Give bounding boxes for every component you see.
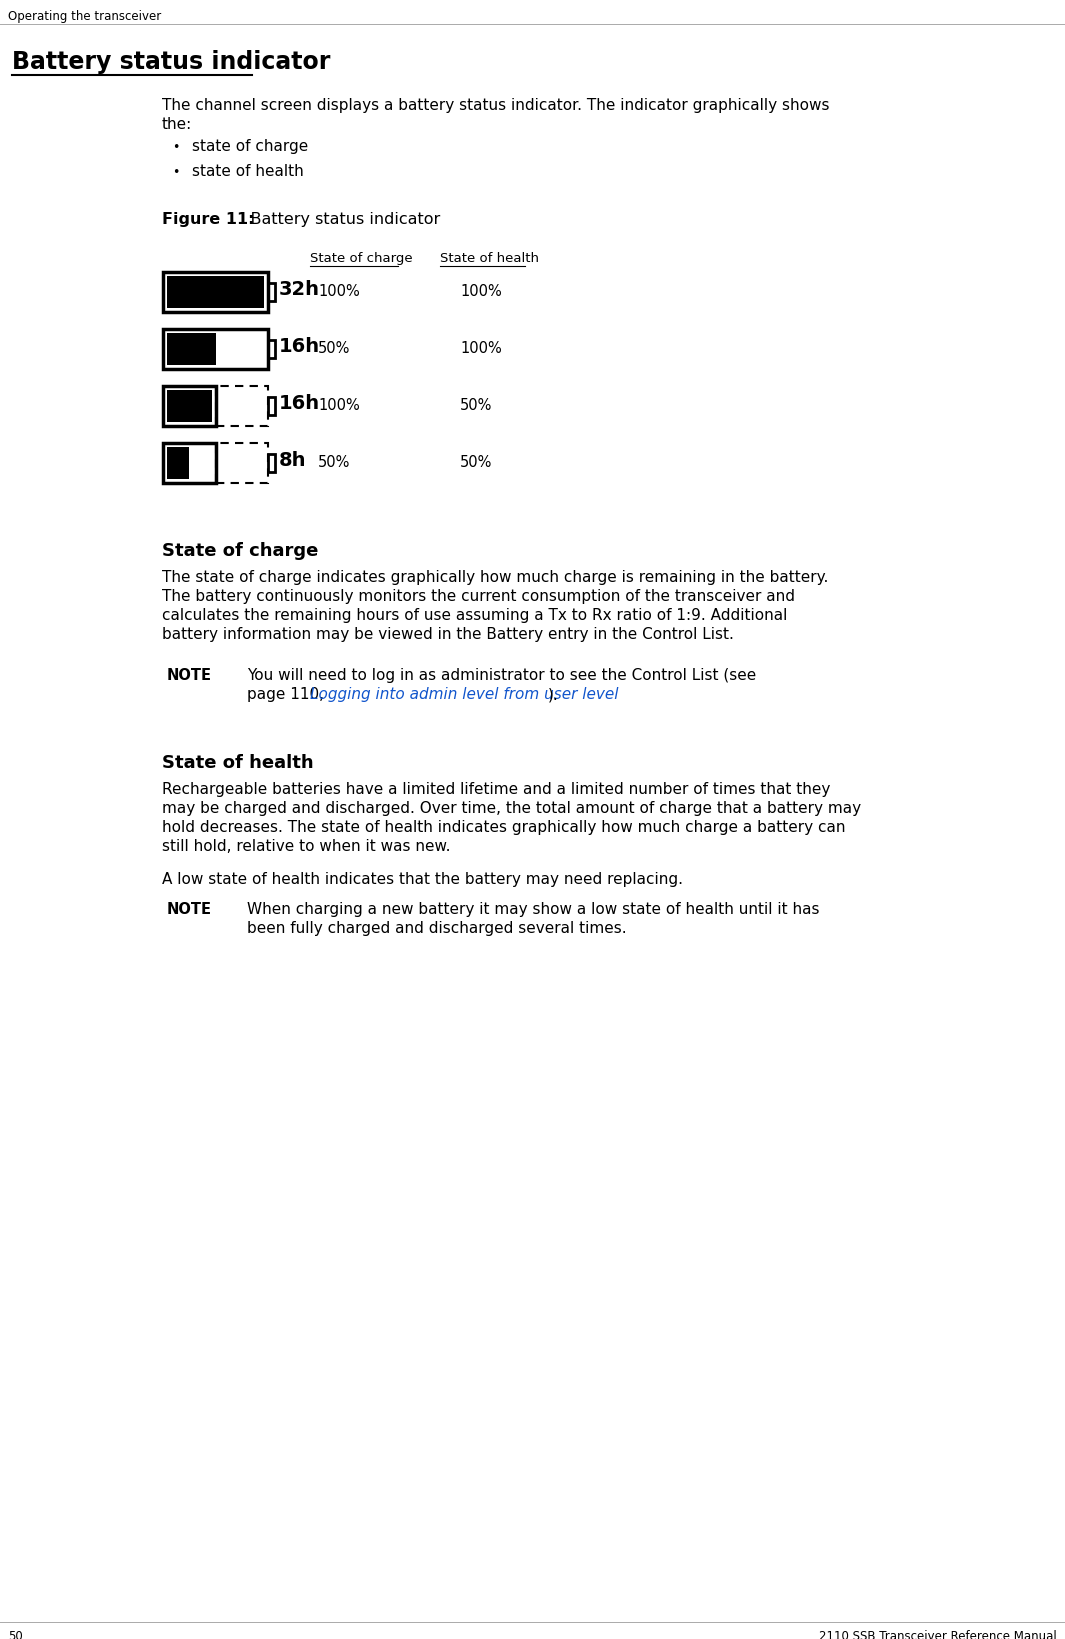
Text: 50%: 50%	[460, 456, 492, 470]
Bar	[215, 387, 268, 426]
Text: battery information may be viewed in the Battery entry in the Control List.: battery information may be viewed in the…	[162, 628, 734, 642]
Text: calculates the remaining hours of use assuming a Tx to Rx ratio of 1:9. Addition: calculates the remaining hours of use as…	[162, 608, 787, 623]
Text: 100%: 100%	[460, 284, 502, 298]
Text: State of health: State of health	[440, 252, 539, 266]
Text: been fully charged and discharged several times.: been fully charged and discharged severa…	[247, 921, 626, 936]
Text: 50%: 50%	[318, 456, 350, 470]
Text: 32h: 32h	[279, 280, 320, 298]
Text: still hold, relative to when it was new.: still hold, relative to when it was new.	[162, 839, 450, 854]
Bar	[163, 329, 268, 369]
Bar	[268, 339, 275, 357]
Text: ).: ).	[548, 687, 559, 701]
Text: 8h: 8h	[279, 451, 307, 470]
Text: •: •	[173, 141, 179, 154]
Text: •: •	[173, 166, 179, 179]
Text: Operating the transceiver: Operating the transceiver	[9, 10, 161, 23]
Bar	[163, 443, 215, 484]
Text: Logging into admin level from user level: Logging into admin level from user level	[310, 687, 619, 701]
Text: State of health: State of health	[162, 754, 313, 772]
Bar	[268, 454, 275, 472]
Text: A low state of health indicates that the battery may need replacing.: A low state of health indicates that the…	[162, 872, 683, 887]
Text: Battery status indicator: Battery status indicator	[12, 51, 330, 74]
Bar	[163, 272, 268, 311]
Bar	[167, 333, 215, 365]
Text: state of health: state of health	[192, 164, 304, 179]
Text: 16h: 16h	[279, 338, 321, 356]
Text: State of charge: State of charge	[310, 252, 412, 266]
Text: When charging a new battery it may show a low state of health until it has: When charging a new battery it may show …	[247, 901, 819, 916]
Text: state of charge: state of charge	[192, 139, 308, 154]
Text: The battery continuously monitors the current consumption of the transceiver and: The battery continuously monitors the cu…	[162, 588, 794, 605]
Text: Rechargeable batteries have a limited lifetime and a limited number of times tha: Rechargeable batteries have a limited li…	[162, 782, 831, 797]
Text: may be charged and discharged. Over time, the total amount of charge that a batt: may be charged and discharged. Over time…	[162, 801, 862, 816]
Text: the:: the:	[162, 116, 193, 133]
Bar	[167, 275, 264, 308]
Text: State of charge: State of charge	[162, 543, 318, 561]
Bar	[167, 390, 212, 421]
Bar	[167, 447, 190, 479]
Bar	[163, 387, 215, 426]
Text: 16h: 16h	[279, 393, 321, 413]
Text: 100%: 100%	[318, 284, 360, 298]
Text: NOTE: NOTE	[167, 669, 212, 683]
Text: NOTE: NOTE	[167, 901, 212, 916]
Text: 50%: 50%	[318, 341, 350, 356]
Text: hold decreases. The state of health indicates graphically how much charge a batt: hold decreases. The state of health indi…	[162, 820, 846, 834]
Text: 50%: 50%	[460, 398, 492, 413]
Text: You will need to log in as administrator to see the Control List (see: You will need to log in as administrator…	[247, 669, 756, 683]
Text: 2110 SSB Transceiver Reference Manual: 2110 SSB Transceiver Reference Manual	[819, 1631, 1056, 1639]
Text: 100%: 100%	[460, 341, 502, 356]
Text: The channel screen displays a battery status indicator. The indicator graphicall: The channel screen displays a battery st…	[162, 98, 830, 113]
Text: 50: 50	[9, 1631, 22, 1639]
Bar	[268, 397, 275, 415]
Text: Figure 11:: Figure 11:	[162, 211, 255, 226]
Text: The state of charge indicates graphically how much charge is remaining in the ba: The state of charge indicates graphicall…	[162, 570, 829, 585]
Bar	[268, 284, 275, 302]
Text: page 110,: page 110,	[247, 687, 329, 701]
Bar	[215, 443, 268, 484]
Text: 100%: 100%	[318, 398, 360, 413]
Text: Battery status indicator: Battery status indicator	[230, 211, 440, 226]
